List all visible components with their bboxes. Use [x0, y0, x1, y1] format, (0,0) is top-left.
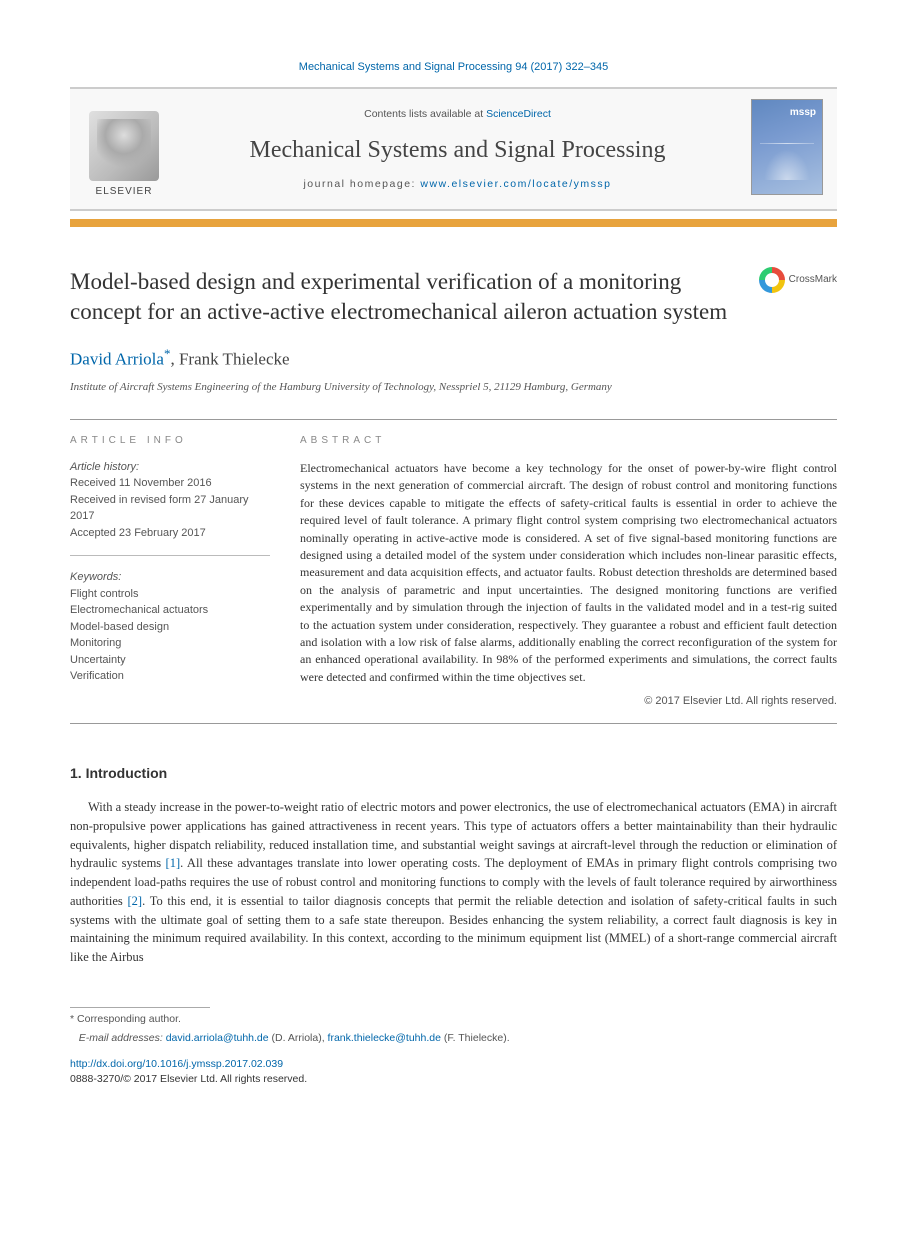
- email-link-1[interactable]: david.arriola@tuhh.de: [166, 1032, 269, 1044]
- article-info-column: ARTICLE INFO Article history: Received 1…: [70, 420, 270, 723]
- orange-divider-bar: [70, 219, 837, 227]
- abstract-heading: ABSTRACT: [300, 434, 837, 448]
- history-accepted: Accepted 23 February 2017: [70, 525, 270, 542]
- footnote-rule: [70, 1007, 210, 1008]
- keyword: Electromechanical actuators: [70, 602, 270, 619]
- keyword: Monitoring: [70, 635, 270, 652]
- homepage-link[interactable]: www.elsevier.com/locate/ymssp: [420, 178, 611, 190]
- affiliation: Institute of Aircraft Systems Engineerin…: [70, 380, 837, 395]
- history-label: Article history:: [70, 460, 270, 475]
- ref-link-1[interactable]: [1]: [166, 856, 181, 870]
- email-link-2[interactable]: frank.thielecke@tuhh.de: [328, 1032, 441, 1044]
- author-2: Frank Thielecke: [179, 350, 290, 369]
- journal-homepage: journal homepage: www.elsevier.com/locat…: [303, 177, 611, 192]
- ref-link-2[interactable]: [2]: [128, 894, 143, 908]
- journal-cover-thumbnail[interactable]: [751, 99, 823, 195]
- citation-line: Mechanical Systems and Signal Processing…: [70, 60, 837, 75]
- corresponding-footnote: * Corresponding author.: [70, 1012, 837, 1027]
- journal-name: Mechanical Systems and Signal Processing: [250, 134, 666, 168]
- publisher-name: ELSEVIER: [96, 185, 153, 199]
- crossmark-label: CrossMark: [789, 273, 837, 287]
- history-revised: Received in revised form 27 January 2017: [70, 492, 270, 525]
- issn-copyright: 0888-3270/© 2017 Elsevier Ltd. All right…: [70, 1073, 307, 1085]
- email-label: E-mail addresses:: [79, 1032, 166, 1044]
- publisher-logo[interactable]: ELSEVIER: [84, 99, 164, 199]
- info-abstract-row: ARTICLE INFO Article history: Received 1…: [70, 419, 837, 724]
- contents-prefix: Contents lists available at: [364, 108, 486, 120]
- crossmark-icon: [759, 267, 785, 293]
- contents-available: Contents lists available at ScienceDirec…: [364, 107, 551, 122]
- author-sep: ,: [170, 350, 179, 369]
- homepage-prefix: journal homepage:: [303, 178, 420, 190]
- article-info-heading: ARTICLE INFO: [70, 434, 270, 448]
- corr-label: Corresponding author.: [77, 1013, 181, 1025]
- email-name-1: (D. Arriola),: [269, 1032, 328, 1044]
- history-received: Received 11 November 2016: [70, 475, 270, 492]
- keyword: Uncertainty: [70, 652, 270, 669]
- doi-block: http://dx.doi.org/10.1016/j.ymssp.2017.0…: [70, 1057, 837, 1086]
- keywords-label: Keywords:: [70, 570, 270, 585]
- section-1-heading: 1. Introduction: [70, 764, 837, 784]
- email-footnote: E-mail addresses: david.arriola@tuhh.de …: [70, 1031, 837, 1046]
- abstract-column: ABSTRACT Electromechanical actuators hav…: [300, 420, 837, 723]
- abstract-copyright: © 2017 Elsevier Ltd. All rights reserved…: [300, 694, 837, 709]
- header-center: Contents lists available at ScienceDirec…: [164, 99, 751, 199]
- doi-link[interactable]: http://dx.doi.org/10.1016/j.ymssp.2017.0…: [70, 1058, 283, 1070]
- keyword: Flight controls: [70, 586, 270, 603]
- keyword: Verification: [70, 668, 270, 685]
- authors-line: David Arriola*, Frank Thielecke: [70, 345, 837, 371]
- email-name-2: (F. Thielecke).: [441, 1032, 510, 1044]
- intro-para-1: With a steady increase in the power-to-w…: [70, 798, 837, 967]
- sciencedirect-link[interactable]: ScienceDirect: [486, 108, 551, 120]
- info-divider: [70, 555, 270, 556]
- crossmark-badge[interactable]: CrossMark: [759, 267, 837, 293]
- title-row: Model-based design and experimental veri…: [70, 267, 837, 327]
- author-1-link[interactable]: David Arriola: [70, 350, 164, 369]
- intro-text-c: . To this end, it is essential to tailor…: [70, 894, 837, 964]
- journal-header: ELSEVIER Contents lists available at Sci…: [70, 87, 837, 211]
- elsevier-tree-icon: [89, 111, 159, 181]
- article-title: Model-based design and experimental veri…: [70, 267, 739, 327]
- article-page: Mechanical Systems and Signal Processing…: [0, 0, 907, 1127]
- abstract-text: Electromechanical actuators have become …: [300, 460, 837, 686]
- keyword: Model-based design: [70, 619, 270, 636]
- star-icon: *: [70, 1013, 77, 1025]
